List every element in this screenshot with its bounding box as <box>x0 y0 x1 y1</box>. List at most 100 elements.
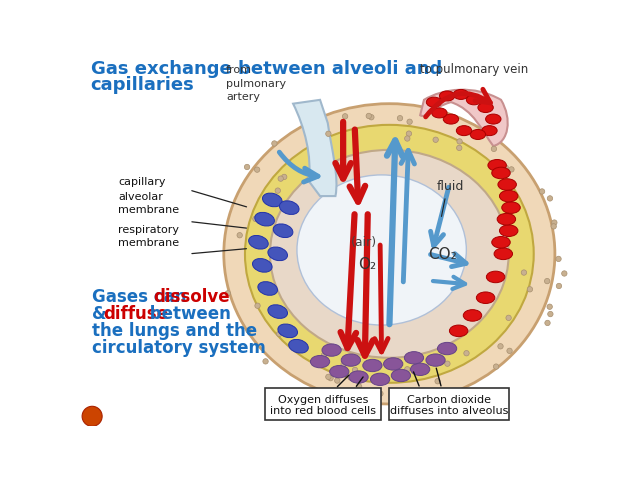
Circle shape <box>491 146 496 151</box>
Circle shape <box>404 136 410 141</box>
Ellipse shape <box>249 236 268 249</box>
Circle shape <box>547 304 553 309</box>
Circle shape <box>325 131 331 137</box>
Circle shape <box>348 375 353 380</box>
Ellipse shape <box>500 190 518 202</box>
Ellipse shape <box>449 325 468 337</box>
Circle shape <box>225 291 230 296</box>
Circle shape <box>407 119 412 125</box>
Circle shape <box>276 331 282 337</box>
Ellipse shape <box>488 160 507 171</box>
Text: capillary: capillary <box>118 177 166 186</box>
Ellipse shape <box>279 201 299 215</box>
Ellipse shape <box>478 103 493 113</box>
FancyBboxPatch shape <box>265 388 381 420</box>
Circle shape <box>378 391 383 396</box>
Ellipse shape <box>349 371 368 383</box>
Ellipse shape <box>410 363 430 376</box>
Circle shape <box>300 343 306 348</box>
Circle shape <box>445 361 450 366</box>
Ellipse shape <box>440 91 455 101</box>
Text: Gas exchange between alveoli and: Gas exchange between alveoli and <box>91 60 442 79</box>
Ellipse shape <box>501 202 520 214</box>
Ellipse shape <box>470 129 486 139</box>
Circle shape <box>547 196 553 201</box>
Circle shape <box>404 366 410 372</box>
Ellipse shape <box>273 224 293 238</box>
Circle shape <box>397 115 403 121</box>
Circle shape <box>508 167 514 172</box>
Ellipse shape <box>288 340 308 353</box>
Ellipse shape <box>391 369 410 382</box>
Circle shape <box>255 167 260 172</box>
Ellipse shape <box>330 365 349 378</box>
Text: the lungs and the: the lungs and the <box>92 322 257 340</box>
Text: diffuse: diffuse <box>103 305 168 323</box>
FancyBboxPatch shape <box>389 388 510 420</box>
Ellipse shape <box>477 292 495 304</box>
Circle shape <box>464 351 469 356</box>
Ellipse shape <box>322 344 341 356</box>
Circle shape <box>352 367 358 373</box>
Ellipse shape <box>500 225 518 237</box>
Ellipse shape <box>262 193 282 207</box>
Ellipse shape <box>371 373 390 386</box>
Ellipse shape <box>311 355 330 368</box>
Text: CO₂: CO₂ <box>428 247 457 262</box>
Text: from
pulmonary
artery: from pulmonary artery <box>226 66 286 102</box>
Text: Carbon dioxide
diffuses into alveolus: Carbon dioxide diffuses into alveolus <box>390 395 508 416</box>
Circle shape <box>325 374 331 379</box>
Circle shape <box>457 145 462 150</box>
Circle shape <box>498 343 503 349</box>
FancyBboxPatch shape <box>77 54 577 430</box>
Text: dissolve: dissolve <box>153 288 230 307</box>
Text: &: & <box>92 305 112 323</box>
Ellipse shape <box>466 95 482 105</box>
Ellipse shape <box>492 167 510 179</box>
Ellipse shape <box>363 359 382 372</box>
Circle shape <box>328 376 333 381</box>
Circle shape <box>246 328 251 333</box>
Ellipse shape <box>278 324 297 338</box>
Circle shape <box>369 114 374 120</box>
Circle shape <box>278 176 283 182</box>
Circle shape <box>435 378 440 384</box>
Text: O₂: O₂ <box>359 257 376 272</box>
Circle shape <box>275 188 281 194</box>
Ellipse shape <box>494 248 512 260</box>
Ellipse shape <box>341 354 360 366</box>
Ellipse shape <box>456 125 471 136</box>
Circle shape <box>457 139 463 144</box>
Ellipse shape <box>443 114 459 124</box>
Circle shape <box>357 384 362 389</box>
Circle shape <box>539 189 545 194</box>
Circle shape <box>82 406 102 426</box>
Circle shape <box>244 164 249 170</box>
Text: capillaries: capillaries <box>91 76 195 94</box>
Circle shape <box>507 348 512 354</box>
Circle shape <box>263 359 268 364</box>
Text: between: between <box>144 305 232 323</box>
Circle shape <box>253 216 258 222</box>
Text: fluid: fluid <box>437 180 464 193</box>
Ellipse shape <box>270 150 508 358</box>
Circle shape <box>341 362 346 367</box>
Text: Oxygen diffuses
into red blood cells: Oxygen diffuses into red blood cells <box>270 395 376 416</box>
Circle shape <box>433 137 438 142</box>
Ellipse shape <box>453 90 469 100</box>
Circle shape <box>556 283 561 289</box>
Ellipse shape <box>498 179 516 190</box>
Circle shape <box>332 368 338 374</box>
Circle shape <box>366 113 371 119</box>
Text: circulatory system: circulatory system <box>92 339 266 357</box>
Circle shape <box>493 364 499 369</box>
Circle shape <box>506 183 512 189</box>
Circle shape <box>556 256 561 262</box>
Ellipse shape <box>486 271 505 283</box>
Text: Gases can: Gases can <box>92 288 193 307</box>
Ellipse shape <box>245 125 534 383</box>
Ellipse shape <box>404 352 424 364</box>
Ellipse shape <box>268 247 288 261</box>
Circle shape <box>544 278 550 284</box>
Circle shape <box>521 270 526 275</box>
